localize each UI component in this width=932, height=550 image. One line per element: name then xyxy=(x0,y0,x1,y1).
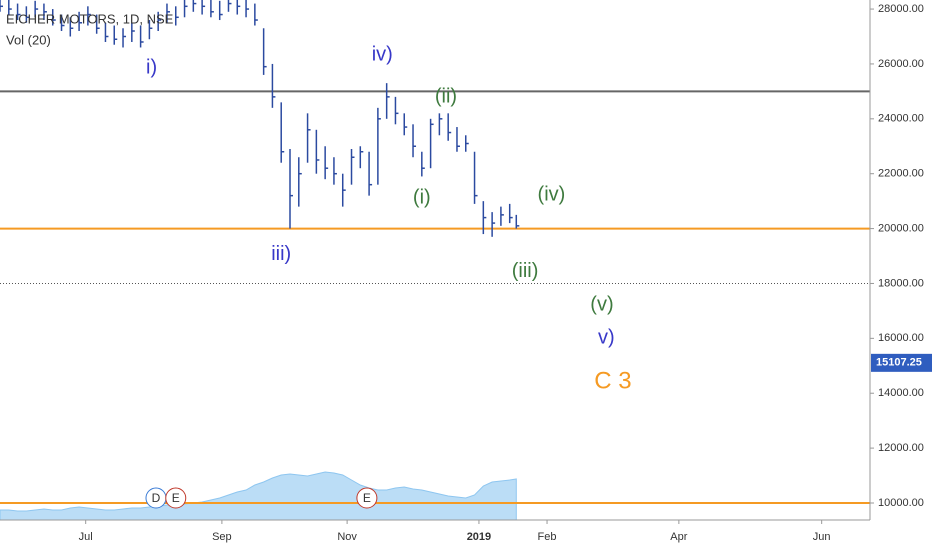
y-tick-label: 12000.00 xyxy=(878,442,924,454)
y-tick-label: 24000.00 xyxy=(878,113,924,125)
subtitle: Vol (20) xyxy=(6,32,51,47)
y-tick-label: 28000.00 xyxy=(878,3,924,15)
event-marker xyxy=(356,487,378,509)
chart-title: EICHER MOTORS, 1D, NSE xyxy=(6,11,174,26)
y-tick-label: 14000.00 xyxy=(878,387,924,399)
wave-label: i) xyxy=(146,56,157,78)
wave-label: (i) xyxy=(413,186,431,208)
event-label: D xyxy=(152,491,161,505)
y-tick-label: 18000.00 xyxy=(878,277,924,289)
x-tick-label: 2019 xyxy=(467,531,491,543)
x-tick-label: Apr xyxy=(670,531,687,543)
event-label: E xyxy=(172,491,180,505)
price-label: 15107.25 xyxy=(876,357,922,369)
wave-label: (ii) xyxy=(435,85,457,107)
event-marker xyxy=(165,487,187,509)
x-tick-label: Feb xyxy=(538,531,557,543)
wave-label: iii) xyxy=(271,243,291,265)
wave-label: (iv) xyxy=(538,183,566,205)
y-tick-label: 20000.00 xyxy=(878,222,924,234)
y-tick-label: 10000.00 xyxy=(878,497,924,509)
x-tick-label: Jun xyxy=(813,531,831,543)
x-tick-label: Jul xyxy=(79,531,93,543)
x-tick-label: Sep xyxy=(212,531,232,543)
wave-label: C 3 xyxy=(594,368,631,395)
event-label: E xyxy=(363,491,371,505)
y-tick-label: 16000.00 xyxy=(878,332,924,344)
wave-label: v) xyxy=(598,326,615,348)
wave-label: (iii) xyxy=(512,260,539,282)
price-label-box xyxy=(871,353,932,372)
x-tick-label: Nov xyxy=(337,531,357,543)
y-tick-label: 22000.00 xyxy=(878,168,924,180)
wave-label: (v) xyxy=(590,293,613,315)
wave-label: iv) xyxy=(372,43,393,65)
y-tick-label: 26000.00 xyxy=(878,58,924,70)
volume-area xyxy=(0,471,517,520)
